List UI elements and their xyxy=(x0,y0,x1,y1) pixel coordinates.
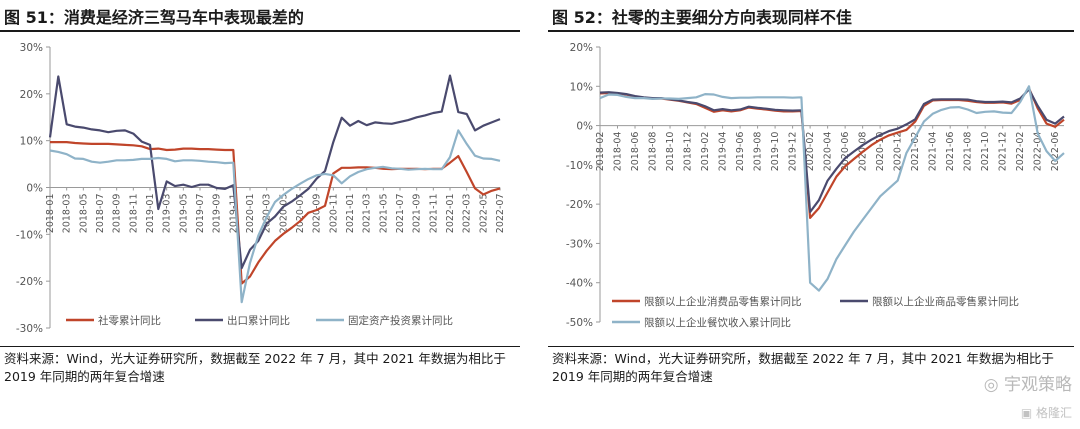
right-x-tick-label: 2018-06 xyxy=(630,132,641,172)
right-series-line-2 xyxy=(599,88,1065,214)
right-x-tick-label: 2018-08 xyxy=(648,132,659,172)
right-x-tick-label: 2018-12 xyxy=(683,132,694,172)
right-x-tick-label: 2019-06 xyxy=(735,132,746,172)
left-x-tick-label: 2019-07 xyxy=(195,194,206,234)
left-bottom-rule xyxy=(0,346,520,347)
left-y-tick-label: 30% xyxy=(20,42,43,54)
left-x-tick-label: 2018-07 xyxy=(95,194,106,234)
left-x-tick-label: 2020-05 xyxy=(278,194,289,234)
left-x-tick-label: 2021-01 xyxy=(345,194,356,234)
left-x-tick-label: 2022-01 xyxy=(445,194,456,234)
right-x-tick-label: 2018-10 xyxy=(665,132,676,172)
left-y-tick-label: 0% xyxy=(26,183,43,195)
right-y-tick-label: 20% xyxy=(570,42,593,54)
watermark-brand: ◎ 宇观策略 xyxy=(984,370,1072,395)
right-legend-label-3: 限额以上企业餐饮收入累计同比 xyxy=(644,316,791,329)
left-series-line-2 xyxy=(48,74,501,270)
left-x-tick-label: 2018-11 xyxy=(128,194,139,234)
right-x-tick-label: 2021-02 xyxy=(910,132,921,172)
right-x-tick-label: 2021-04 xyxy=(928,132,939,172)
left-y-tick-label: 10% xyxy=(20,136,43,148)
site-logo-icon: ▣ xyxy=(1020,406,1036,420)
left-x-tick-label: 2018-01 xyxy=(45,194,56,234)
left-y-tick-label: -30% xyxy=(16,323,43,335)
right-x-tick-label: 2021-10 xyxy=(980,132,991,172)
left-x-tick-label: 2020-03 xyxy=(262,194,273,234)
watermark-brand-text: 宇观策略 xyxy=(1004,375,1072,395)
left-x-tick-label: 2021-05 xyxy=(378,194,389,234)
right-legend-label-2: 限额以上企业商品零售累计同比 xyxy=(872,295,1019,308)
left-x-tick-label: 2020-09 xyxy=(312,194,323,234)
left-x-tick-label: 2021-11 xyxy=(428,194,439,234)
right-x-tick-label: 2021-06 xyxy=(945,132,956,172)
right-x-tick-label: 2019-10 xyxy=(770,132,781,172)
right-x-tick-label: 2022-04 xyxy=(1033,132,1044,172)
right-source-note: 资料来源：Wind，光大证券研究所，数据截至 2022 年 7 月，其中 202… xyxy=(552,351,1054,384)
right-x-tick-label: 2020-04 xyxy=(823,132,834,172)
left-legend-label-2: 出口累计同比 xyxy=(227,314,290,327)
left-y-tick-label: -10% xyxy=(16,229,43,241)
right-x-tick-label: 2021-12 xyxy=(998,132,1009,172)
left-x-tick-label: 2020-01 xyxy=(245,194,256,234)
left-x-tick-label: 2022-05 xyxy=(478,194,489,234)
left-x-tick-label: 2019-03 xyxy=(162,194,173,234)
left-chart-svg: -30% -20% -10% 0% 10% 20% 30% 2018-01 2018-03 201… xyxy=(16,42,506,335)
left-x-tick-label: 2018-09 xyxy=(112,194,123,234)
left-series-line-3 xyxy=(49,129,501,304)
right-chart-title: 图 52：社零的主要细分方向表现同样不佳 xyxy=(552,8,852,27)
left-x-tick-label: 2021-07 xyxy=(395,194,406,234)
right-x-tick-label: 2021-08 xyxy=(963,132,974,172)
right-y-tick-label: -20% xyxy=(566,199,593,211)
right-x-tick-label: 2020-12 xyxy=(893,132,904,172)
right-x-tick-label: 2019-08 xyxy=(753,132,764,172)
left-x-tick-label: 2018-03 xyxy=(62,194,73,234)
right-title-rule xyxy=(548,30,1074,32)
left-chart-title: 图 51：消费是经济三驾马车中表现最差的 xyxy=(4,8,304,27)
right-x-tick-label: 2020-10 xyxy=(875,132,886,172)
left-x-tick-label: 2019-05 xyxy=(178,194,189,234)
left-x-tick-label: 2019-09 xyxy=(212,194,223,234)
right-y-tick-label: -40% xyxy=(566,278,593,290)
left-legend-label-1: 社零累计同比 xyxy=(98,314,161,327)
left-x-tick-label: 2020-11 xyxy=(328,194,339,234)
left-title-rule xyxy=(0,30,520,32)
right-bottom-rule xyxy=(548,346,1074,347)
right-x-tick-label: 2020-06 xyxy=(840,132,851,172)
right-x-tick-label: 2018-02 xyxy=(595,132,606,172)
right-x-tick-label: 2019-04 xyxy=(718,132,729,172)
wechat-icon: ◎ xyxy=(983,375,1004,395)
left-x-tick-label: 2021-03 xyxy=(362,194,373,234)
left-y-tick-label: -20% xyxy=(16,276,43,288)
right-y-tick-label: 0% xyxy=(576,121,593,133)
right-y-tick-label: -50% xyxy=(566,317,593,329)
right-y-tick-label: -10% xyxy=(566,160,593,172)
right-series-line-3 xyxy=(599,85,1065,292)
right-x-tick-label: 2018-04 xyxy=(613,132,624,172)
right-x-tick-label: 2019-02 xyxy=(700,132,711,172)
right-chart-svg: -50% -40% -30% -20% -10% 0% 10% 20% 2018-02 2018-… xyxy=(566,42,1065,329)
left-x-tick-label: 2022-07 xyxy=(495,194,506,234)
right-x-tick-label: 2020-02 xyxy=(805,132,816,172)
right-legend-label-1: 限额以上企业消费品零售累计同比 xyxy=(644,295,802,308)
left-y-tick-label: 20% xyxy=(20,89,43,101)
left-x-tick-label: 2020-07 xyxy=(295,194,306,234)
right-y-tick-label: 10% xyxy=(570,81,593,93)
right-y-tick-label: -30% xyxy=(566,238,593,250)
left-x-tick-label: 2021-09 xyxy=(412,194,423,234)
right-x-tick-label: 2022-02 xyxy=(1015,132,1026,172)
left-legend-label-3: 固定资产投资累计同比 xyxy=(348,314,453,327)
watermark-site-text: 格隆汇 xyxy=(1035,406,1072,420)
left-x-tick-label: 2022-03 xyxy=(462,194,473,234)
right-x-tick-label: 2022-06 xyxy=(1050,132,1061,172)
left-x-tick-label: 2018-05 xyxy=(78,194,89,234)
left-x-tick-label: 2019-01 xyxy=(145,194,156,234)
right-x-tick-label: 2019-12 xyxy=(788,132,799,172)
left-x-tick-label: 2019-11 xyxy=(228,193,239,233)
watermark-site: ▣ 格隆汇 xyxy=(1021,404,1072,421)
left-source-note: 资料来源：Wind，光大证券研究所，数据截至 2022 年 7 月，其中 202… xyxy=(4,351,506,384)
